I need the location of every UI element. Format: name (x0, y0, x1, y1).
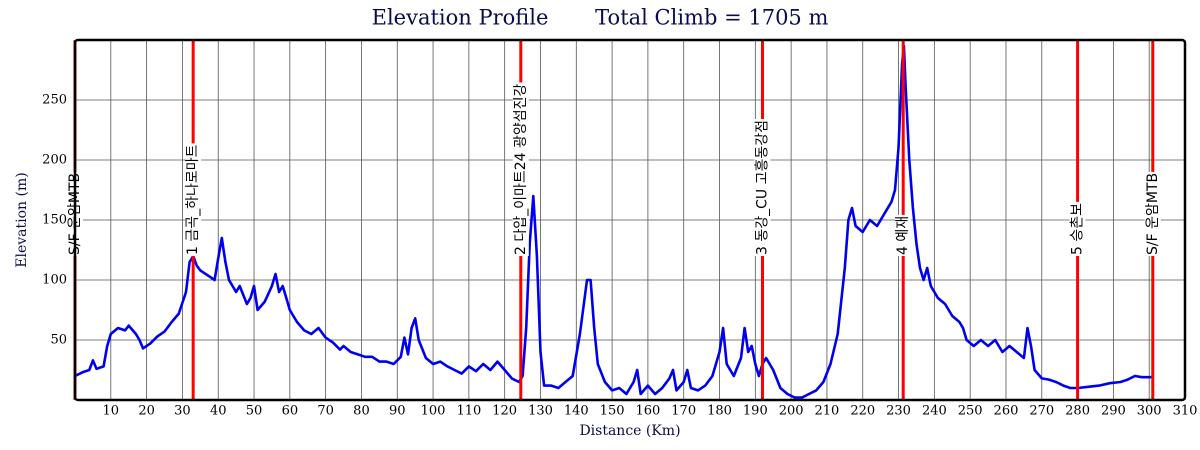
x-tick-label: 80 (353, 404, 370, 419)
x-tick-label: 130 (528, 404, 553, 419)
checkpoint-label-bg (512, 82, 529, 256)
y-tick-label: 150 (42, 213, 67, 228)
checkpoint-label-bg (1144, 171, 1161, 256)
x-tick-label: 30 (174, 404, 191, 419)
x-tick-label: 180 (707, 404, 732, 419)
x-tick-label: 100 (421, 404, 446, 419)
checkpoint-label: 5 승촌보 (1070, 203, 1086, 255)
checkpoint: 5 승촌보 (1069, 201, 1086, 256)
checkpoint: 2 다압_이마트24 광양섬진강 (512, 82, 529, 256)
y-tick-label: 50 (50, 333, 67, 348)
y-tick-label: 200 (42, 153, 67, 168)
checkpoint-label: 1 금곡_하나로마트 (185, 144, 201, 255)
y-tick-label: 100 (42, 273, 67, 288)
x-tick-label: 150 (600, 404, 625, 419)
x-tick-label: 240 (922, 404, 947, 419)
x-tick-label: 220 (850, 404, 875, 419)
x-tick-label: 140 (564, 404, 589, 419)
x-tick-label: 280 (1065, 404, 1090, 419)
y-tick-label: 250 (42, 93, 67, 108)
x-tick-label: 20 (138, 404, 155, 419)
x-tick-label: 50 (246, 404, 263, 419)
x-tick-label: 200 (779, 404, 804, 419)
checkpoint-label-bg (754, 119, 771, 256)
x-tick-label: 120 (492, 404, 517, 419)
x-tick-label: 310 (1173, 404, 1198, 419)
x-tick-label: 290 (1101, 404, 1126, 419)
checkpoint: S/F 운암MTB (1144, 171, 1161, 256)
x-tick-label: 190 (743, 404, 768, 419)
y-axis-label: Elevation (m) (14, 172, 30, 267)
x-tick-label: 300 (1137, 404, 1162, 419)
checkpoint: 4 예재 (895, 214, 912, 256)
x-tick-label: 170 (671, 404, 696, 419)
x-tick-label: 10 (103, 404, 120, 419)
checkpoint: 1 금곡_하나로마트 (185, 143, 202, 256)
elevation-line (74, 44, 1153, 399)
checkpoint-label: 2 다압_이마트24 광양섬진강 (513, 83, 529, 255)
x-tick-label: 40 (210, 404, 227, 419)
x-tick-label: 260 (994, 404, 1019, 419)
x-tick-label: 60 (282, 404, 299, 419)
plot-frame (73, 38, 1187, 402)
checkpoint-label: 4 예재 (895, 216, 911, 255)
checkpoint: 3 동강_CU 고흥동강점 (754, 119, 771, 256)
x-tick-label: 70 (317, 404, 334, 419)
checkpoint-label-bg (185, 143, 202, 256)
chart-title: Elevation Profile Total Climb = 1705 m (372, 6, 829, 30)
x-tick-label: 230 (886, 404, 911, 419)
x-tick-label: 210 (815, 404, 840, 419)
x-tick-label: 90 (389, 404, 406, 419)
checkpoint-label: 3 동강_CU 고흥동강점 (754, 120, 770, 255)
x-tick-label: 110 (456, 404, 481, 419)
checkpoint-label: S/F 운암MTB (1145, 173, 1161, 255)
checkpoint-label-bg (1069, 201, 1086, 256)
x-tick-label: 270 (1029, 404, 1054, 419)
x-tick-label: 250 (958, 404, 983, 419)
checkpoint-label-bg (895, 214, 912, 256)
x-tick-label: 160 (635, 404, 660, 419)
x-axis-label: Distance (Km) (579, 423, 680, 439)
